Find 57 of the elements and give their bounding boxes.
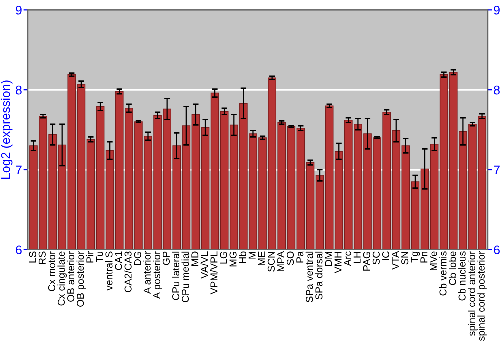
x-tick-label: SPa dorsal bbox=[315, 252, 323, 300]
x-tick-label: Hb bbox=[239, 252, 246, 264]
x-tick-label: CPu lateral bbox=[172, 252, 180, 300]
x-tick-label: ME bbox=[258, 252, 266, 266]
x-tick-label: spinal cord posterior bbox=[478, 251, 487, 342]
x-tick-label: Pn bbox=[420, 252, 428, 263]
y2-tick-label: 6 bbox=[494, 246, 500, 255]
y-tick-label: 7 bbox=[16, 166, 22, 175]
x-tick-label: SC bbox=[372, 252, 380, 265]
x-tick-label: LH bbox=[354, 252, 361, 264]
x-tick-label: SN bbox=[402, 252, 409, 265]
x-tick-label: MPA bbox=[278, 251, 284, 272]
x-tick-label: CA2/CA3 bbox=[124, 252, 132, 292]
x-tick-label: Cb lobe bbox=[448, 252, 456, 286]
x-tick-label: OB anterior bbox=[67, 251, 75, 302]
x-tick-label: DG bbox=[134, 252, 142, 266]
x-tick-label: CA1 bbox=[115, 252, 122, 270]
x-tick-label: LS bbox=[29, 252, 36, 263]
x-tick-label: spinal cord anterior bbox=[468, 251, 478, 336]
y2-tick-label: 8 bbox=[494, 86, 500, 95]
x-tick-label: SO bbox=[287, 252, 294, 266]
x-tick-label: PAG bbox=[363, 252, 370, 271]
x-tick-label: A anterior bbox=[144, 251, 151, 294]
x-tick-label: GP bbox=[162, 252, 170, 266]
x-tick-label: RS bbox=[38, 252, 46, 264]
x-tick-label: MG bbox=[230, 252, 237, 267]
x-tick-label: Cx cingulate bbox=[58, 252, 68, 306]
x-tick-label: A posterior bbox=[153, 251, 162, 300]
x-tick-label: Tg bbox=[411, 252, 420, 263]
y2-tick-label: 9 bbox=[494, 6, 500, 15]
x-tick-label: ventral S bbox=[105, 252, 113, 291]
x-tick-label: M bbox=[248, 252, 256, 259]
x-tick-label: VA/VL bbox=[200, 252, 208, 279]
x-tick-label: Cb vermis bbox=[439, 252, 447, 296]
x-tick-label: IC bbox=[382, 252, 390, 260]
x-tick-label: CPu medial bbox=[182, 252, 190, 302]
x-tick-label: DM bbox=[325, 252, 332, 266]
x-tick-label: MD bbox=[192, 252, 199, 266]
y-tick-label: 8 bbox=[16, 86, 22, 95]
x-tick-label: Arc bbox=[344, 252, 352, 266]
x-tick-label: Cb nucleus bbox=[458, 252, 466, 301]
x-tick-label: Pa bbox=[296, 251, 304, 263]
x-tick-label: Tu bbox=[96, 252, 104, 262]
x-tick-label: SPa ventral bbox=[306, 252, 314, 303]
x-tick-label: VTA bbox=[392, 251, 399, 270]
x-tick-label: MVe bbox=[430, 252, 438, 270]
y-axis-title: Log2 (expression) bbox=[1, 80, 13, 180]
x-tick-label: SCN bbox=[268, 252, 275, 272]
x-tick-label: Pir bbox=[86, 251, 94, 263]
y-tick-label: 9 bbox=[16, 6, 22, 15]
x-tick-label: Cx motor bbox=[48, 251, 56, 292]
x-tick-label: OB posterior bbox=[76, 251, 86, 307]
x-tick-label: VPM/VPL bbox=[210, 252, 218, 295]
x-tick-label: LG bbox=[220, 252, 228, 264]
x-tick-label: VMH bbox=[334, 252, 342, 274]
y2-tick-label: 7 bbox=[494, 166, 500, 175]
y-tick-label: 6 bbox=[16, 246, 22, 255]
